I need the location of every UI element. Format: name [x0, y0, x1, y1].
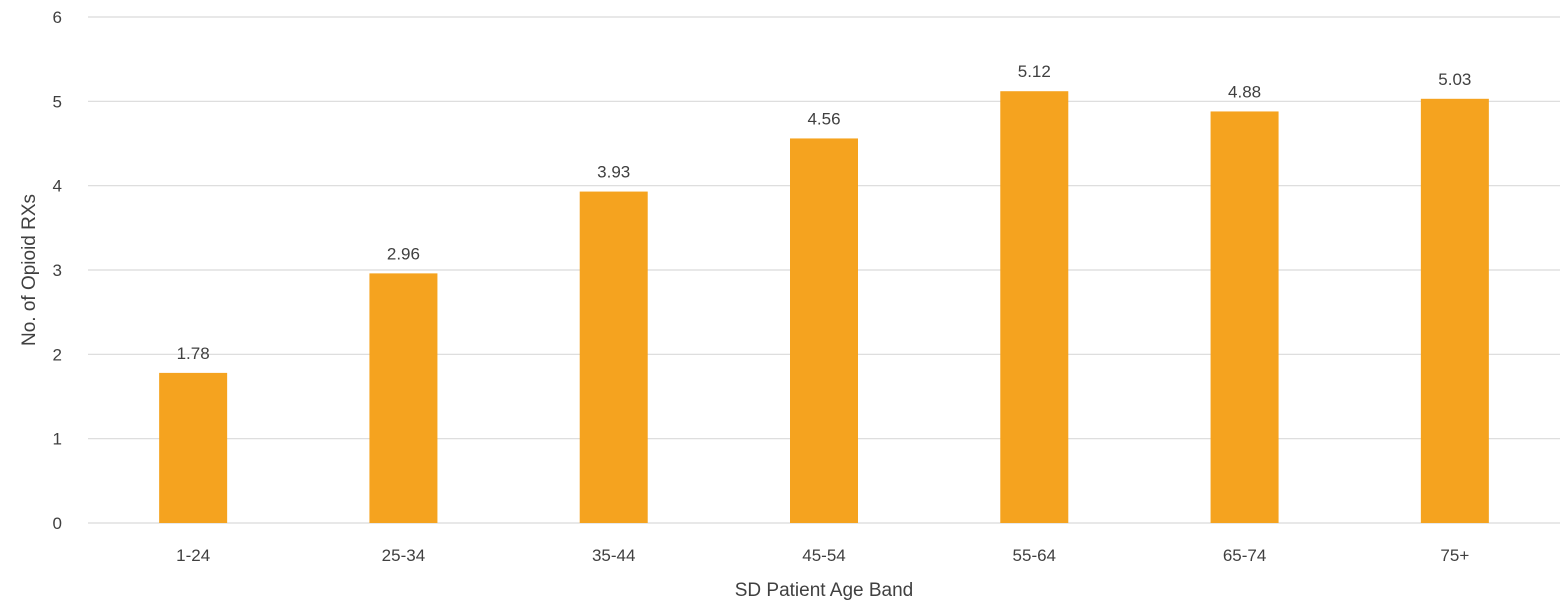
data-label: 4.56	[807, 109, 840, 128]
data-label: 5.03	[1438, 70, 1471, 89]
data-label: 5.12	[1018, 62, 1051, 81]
y-tick-label: 4	[53, 177, 62, 196]
y-axis-ticks: 0 1 2 3 4 5 6	[53, 8, 62, 533]
bar-35-44	[579, 191, 648, 523]
data-labels: 1.78 2.96 3.93 4.56 5.12 4.88 5.03	[177, 62, 1472, 363]
data-label: 4.88	[1228, 82, 1261, 101]
y-tick-label: 5	[53, 92, 62, 111]
y-tick-label: 0	[53, 514, 62, 533]
data-label: 2.96	[387, 244, 420, 263]
x-tick-label: 25-34	[382, 546, 425, 565]
y-axis-title: No. of Opioid RXs	[19, 194, 40, 346]
x-tick-label: 65-74	[1223, 546, 1266, 565]
x-tick-label: 45-54	[802, 546, 845, 565]
data-label: 3.93	[597, 163, 630, 182]
bars	[159, 91, 1489, 524]
x-tick-label: 1-24	[176, 546, 210, 565]
x-tick-label: 35-44	[592, 546, 635, 565]
bar-45-54	[790, 138, 858, 523]
x-axis-title: SD Patient Age Band	[735, 580, 914, 601]
y-tick-label: 1	[53, 430, 62, 449]
bar-25-34	[369, 273, 438, 523]
bar-55-64	[1000, 91, 1069, 524]
y-tick-label: 3	[53, 261, 62, 280]
x-tick-label: 55-64	[1013, 546, 1056, 565]
x-tick-label: 75+	[1440, 546, 1469, 565]
x-axis-ticks: 1-24 25-34 35-44 45-54 55-64 65-74 75+	[176, 546, 1469, 565]
data-label: 1.78	[177, 344, 210, 363]
bar-65-74	[1210, 111, 1279, 523]
bar-1-24	[159, 372, 228, 523]
bar-75+	[1420, 98, 1489, 523]
y-tick-label: 2	[53, 345, 62, 364]
y-tick-label: 6	[53, 8, 62, 27]
